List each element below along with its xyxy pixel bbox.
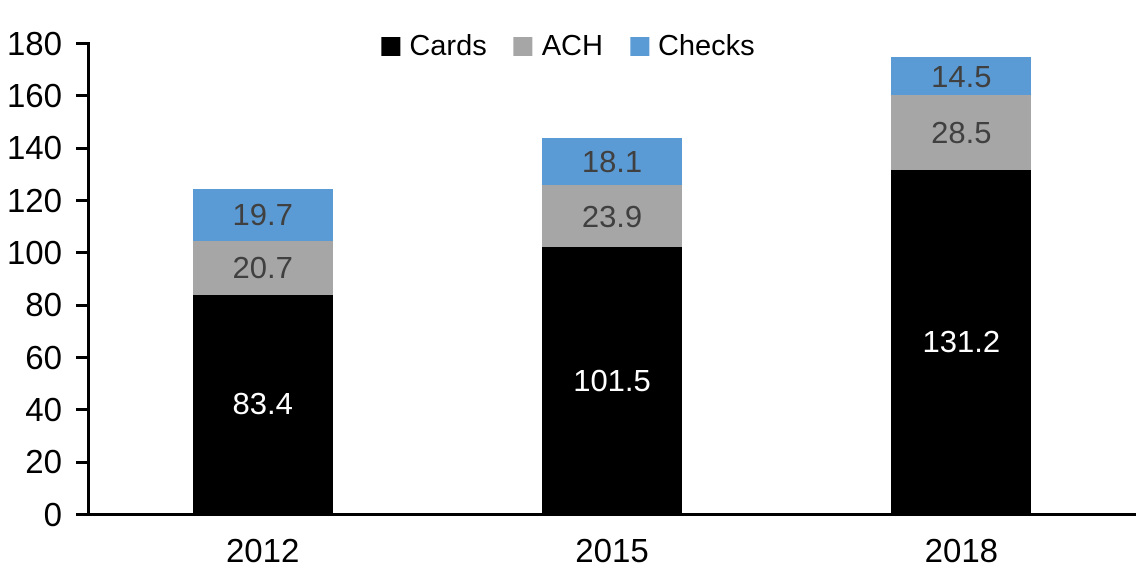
- chart-legend: Cards ACH Checks: [381, 30, 755, 62]
- bar-segment-checks-2012: 19.7: [192, 189, 333, 241]
- y-axis-tick-label: 20: [25, 443, 62, 481]
- y-axis-tick-label: 180: [6, 24, 62, 62]
- y-axis-tick-mark: [76, 199, 87, 202]
- bar-value-label-cards-2012: 83.4: [232, 386, 293, 422]
- y-axis-line: [87, 42, 90, 516]
- legend-item-ach: ACH: [513, 30, 603, 62]
- bar-value-label-ach-2012: 20.7: [232, 250, 293, 286]
- bar-segment-ach-2015: 23.9: [542, 184, 682, 248]
- x-axis-category-label: 2018: [924, 532, 999, 569]
- y-axis-tick-mark: [76, 94, 87, 98]
- y-axis-tick-label: 140: [6, 129, 62, 167]
- y-axis-tick-mark: [76, 460, 87, 464]
- bar-value-label-checks-2018: 14.5: [931, 58, 992, 94]
- bar-segment-cards-2018: 131.2: [891, 169, 1032, 513]
- bar-segment-ach-2018: 28.5: [891, 95, 1032, 170]
- bar-segment-cards-2015: 101.5: [542, 247, 682, 513]
- y-axis-tick-mark: [76, 251, 87, 255]
- bar-value-label-ach-2015: 23.9: [581, 198, 643, 234]
- y-axis-tick-mark: [76, 303, 87, 307]
- bar-value-label-checks-2015: 18.1: [581, 143, 643, 179]
- y-axis-tick-label: 120: [6, 181, 62, 219]
- bar-value-label-ach-2018: 28.5: [931, 114, 992, 150]
- y-axis-tick-label: 100: [6, 233, 62, 271]
- bar-segment-ach-2012: 20.7: [192, 240, 333, 295]
- legend-swatch-ach: [513, 37, 533, 56]
- y-axis-tick-label: 80: [25, 286, 62, 324]
- legend-swatch-checks: [629, 37, 649, 56]
- x-axis-category-label: 2012: [225, 532, 300, 569]
- y-axis-tick-label: 160: [6, 76, 62, 114]
- y-axis-tick-label: 40: [25, 390, 62, 428]
- y-axis-tick-mark: [76, 146, 87, 150]
- legend-swatch-cards: [381, 37, 401, 56]
- y-axis-tick-mark: [76, 356, 87, 359]
- bar-value-label-cards-2018: 131.2: [922, 323, 1001, 359]
- legend-label-cards: Cards: [409, 30, 487, 62]
- legend-item-checks: Checks: [629, 30, 755, 62]
- bar-value-label-cards-2015: 101.5: [573, 362, 651, 398]
- legend-item-cards: Cards: [381, 30, 487, 62]
- y-axis-tick-mark: [76, 408, 87, 412]
- bar-segment-cards-2012: 83.4: [192, 294, 333, 513]
- x-axis-category-label: 2015: [575, 532, 649, 569]
- x-axis-line: [76, 513, 1136, 516]
- bar-segment-checks-2015: 18.1: [542, 137, 682, 185]
- y-axis-tick-label: 60: [25, 338, 62, 376]
- legend-label-ach: ACH: [541, 30, 603, 62]
- legend-label-checks: Checks: [657, 30, 755, 62]
- y-axis-tick-label: 0: [43, 495, 62, 533]
- y-axis-tick-mark: [76, 42, 87, 45]
- bar-segment-checks-2018: 14.5: [891, 57, 1032, 96]
- bar-value-label-checks-2012: 19.7: [232, 197, 293, 233]
